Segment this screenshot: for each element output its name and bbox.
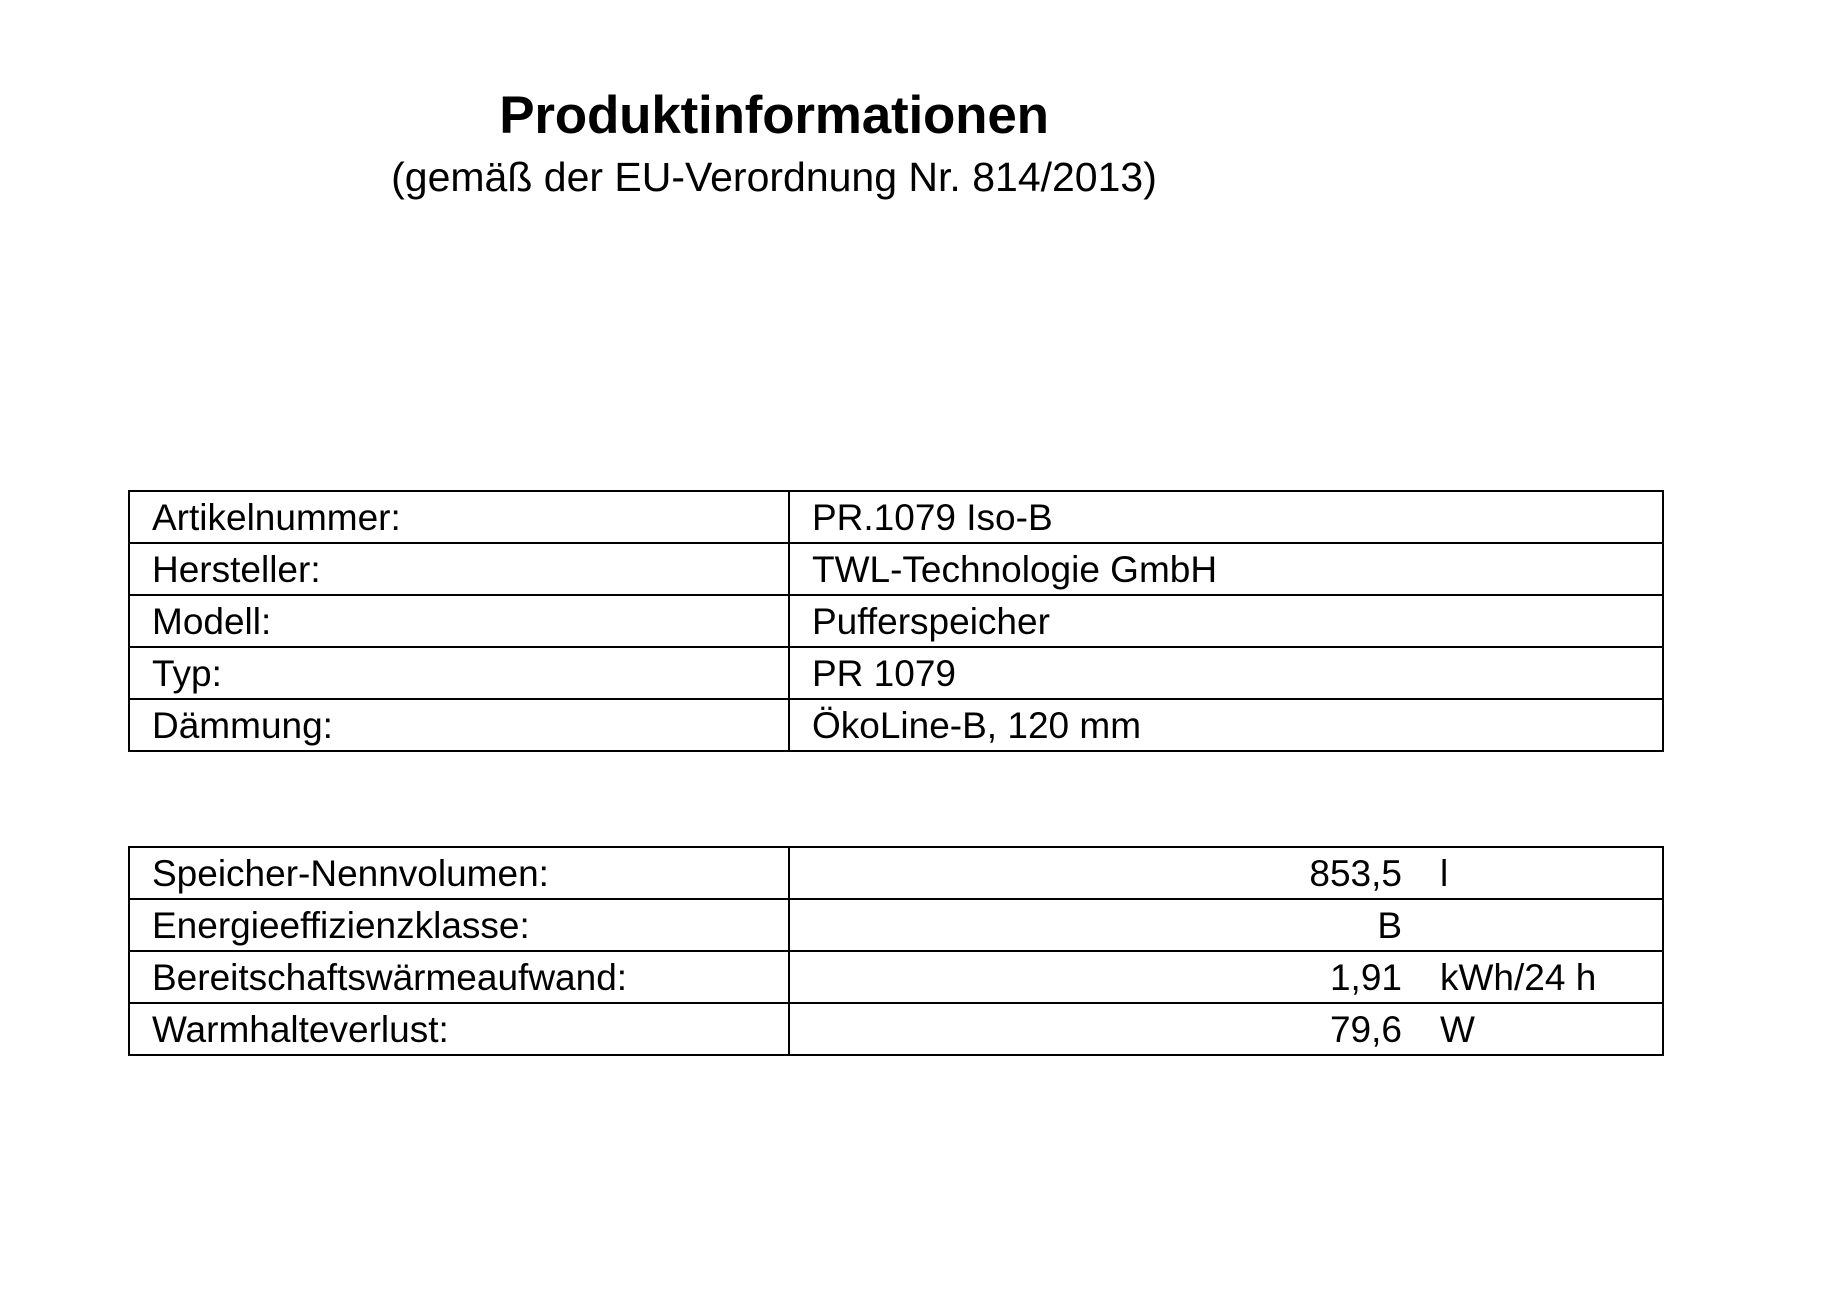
row-valueunit-energieeffizienzklasse: B [788,898,1664,952]
row-label-bereitschaftswaermeaufwand: Bereitschaftswärmeaufwand: [128,950,790,1004]
row-label-energieeffizienzklasse: Energieeffizienzklasse: [128,898,790,952]
row-label-typ: Typ: [128,646,790,700]
row-valueunit-warmhalteverlust: 79,6 W [788,1002,1664,1056]
table-row: Speicher-Nennvolumen: 853,5 l [128,846,1664,900]
value-unit-pair: 853,5 l [790,855,1662,892]
row-label-hersteller: Hersteller: [128,542,790,596]
row-valueunit-bereitschaftswaermeaufwand: 1,91 kWh/24 h [788,950,1664,1004]
row-value-modell: Pufferspeicher [788,594,1664,648]
row-value-artikelnummer: PR.1079 Iso-B [788,490,1664,544]
table-row: Energieeffizienzklasse: B [128,898,1664,952]
row-label-artikelnummer: Artikelnummer: [128,490,790,544]
row-label-speicher-nennvolumen: Speicher-Nennvolumen: [128,846,790,900]
heading-block: Produktinformationen (gemäß der EU-Veror… [0,86,1548,202]
row-unit-warmhalteverlust: W [1440,1008,1475,1050]
table-row: Bereitschaftswärmeaufwand: 1,91 kWh/24 h [128,950,1664,1004]
row-value-speicher-nennvolumen: 853,5 [1309,852,1402,894]
table-row: Hersteller: TWL-Technologie GmbH [128,542,1664,596]
row-label-modell: Modell: [128,594,790,648]
product-identity-table-body: Artikelnummer: PR.1079 Iso-B Hersteller:… [128,490,1664,752]
row-value-warmhalteverlust: 79,6 [1329,1008,1402,1050]
page-subtitle: (gemäß der EU-Verordnung Nr. 814/2013) [391,154,1157,201]
row-unit-speicher-nennvolumen: l [1440,852,1449,894]
row-value-energieeffizienzklasse: B [1377,904,1402,946]
table-row: Modell: Pufferspeicher [128,594,1664,648]
product-identity-table: Artikelnummer: PR.1079 Iso-B Hersteller:… [128,490,1664,752]
row-value-daemmung: ÖkoLine-B, 120 mm [788,698,1664,752]
row-label-daemmung: Dämmung: [128,698,790,752]
table-row: Typ: PR 1079 [128,646,1664,700]
value-unit-pair: 1,91 kWh/24 h [790,959,1662,996]
row-label-warmhalteverlust: Warmhalteverlust: [128,1002,790,1056]
page-title: Produktinformationen [499,86,1049,145]
row-unit-bereitschaftswaermeaufwand: kWh/24 h [1440,956,1597,998]
performance-data-table: Speicher-Nennvolumen: 853,5 l Energieeff… [128,846,1664,1056]
value-unit-pair: 79,6 W [790,1011,1662,1048]
table-row: Warmhalteverlust: 79,6 W [128,1002,1664,1056]
row-value-bereitschaftswaermeaufwand: 1,91 [1329,956,1402,998]
row-valueunit-speicher-nennvolumen: 853,5 l [788,846,1664,900]
value-unit-pair: B [790,907,1662,944]
row-value-typ: PR 1079 [788,646,1664,700]
table-row: Artikelnummer: PR.1079 Iso-B [128,490,1664,544]
row-value-hersteller: TWL-Technologie GmbH [788,542,1664,596]
performance-data-table-body: Speicher-Nennvolumen: 853,5 l Energieeff… [128,846,1664,1056]
table-row: Dämmung: ÖkoLine-B, 120 mm [128,698,1664,752]
